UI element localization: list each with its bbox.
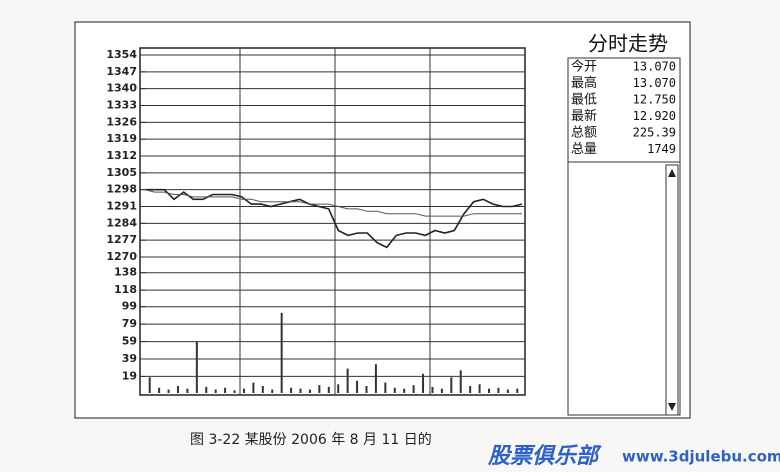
- volume-bar: [365, 386, 368, 393]
- scrollbar[interactable]: [665, 164, 679, 416]
- volume-bar: [308, 389, 311, 393]
- volume-bar: [450, 377, 453, 393]
- volume-bar: [412, 385, 415, 393]
- volume-bar: [478, 384, 481, 393]
- volume-bar: [469, 386, 472, 393]
- volume-bar: [167, 389, 170, 393]
- volume-bar: [516, 388, 519, 393]
- volume-bar: [214, 389, 217, 393]
- volume-bar: [337, 384, 340, 393]
- volume-bar: [374, 364, 377, 393]
- y-tick-label: 118: [114, 283, 137, 296]
- y-tick-label: 59: [122, 335, 137, 348]
- info-panel: [567, 57, 681, 416]
- volume-bar: [318, 385, 321, 393]
- volume-bar: [431, 386, 434, 393]
- panel-label: 最新: [571, 108, 597, 124]
- y-tick-label: 79: [122, 317, 137, 330]
- panel-label: 总量: [571, 142, 597, 157]
- volume-bar: [224, 387, 227, 393]
- panel-label: 最低: [571, 93, 597, 108]
- y-tick-label: 1305: [106, 166, 137, 179]
- volume-bar: [327, 386, 330, 393]
- watermark-url: www.3djulebu.com: [622, 448, 780, 466]
- y-tick-label: 1319: [106, 132, 137, 145]
- volume-bar: [148, 377, 151, 393]
- y-tick-label: 1277: [106, 233, 137, 246]
- average-line: [144, 189, 522, 217]
- volume-bar: [186, 388, 189, 393]
- y-tick-label: 99: [122, 300, 137, 313]
- y-tick-label: 1312: [106, 149, 137, 162]
- watermark-brand: 股票俱乐部: [487, 443, 602, 469]
- scroll-up[interactable]: [668, 169, 676, 177]
- y-tick-label: 1340: [106, 82, 137, 95]
- y-tick-label: 1354: [106, 48, 137, 61]
- panel-label: 今开: [571, 59, 597, 75]
- y-tick-label: 1326: [106, 115, 137, 128]
- panel-value: 12.920: [633, 109, 676, 123]
- volume-bar: [459, 370, 462, 393]
- y-tick-label: 1284: [106, 216, 137, 229]
- y-tick-label: 1270: [106, 250, 137, 263]
- volume-bar: [506, 389, 509, 393]
- volume-bar: [290, 387, 293, 393]
- volume-bar: [299, 388, 302, 393]
- y-tick-label: 1298: [106, 183, 137, 196]
- panel-value: 13.070: [633, 60, 676, 74]
- volume-bar: [346, 368, 349, 393]
- volume-bar: [271, 389, 274, 393]
- volume-bar: [176, 386, 179, 393]
- caption: 图 3-22 某股份 2006 年 8 月 11 日的: [190, 432, 432, 448]
- y-tick-label: 138: [114, 266, 137, 279]
- volume-bar: [205, 386, 208, 393]
- volume-bar: [356, 380, 359, 393]
- panel-value: 12.750: [633, 93, 676, 107]
- volume-bar: [233, 390, 236, 393]
- volume-bar: [280, 312, 283, 393]
- volume-bar: [422, 373, 425, 393]
- volume-bar: [440, 388, 443, 393]
- panel-rows: 今开 13.070 最高 13.070 最低 12.750 最新 12.920 总额 225.39…: [571, 59, 676, 158]
- volume-bar: [252, 382, 255, 393]
- panel-title: 分时走势: [588, 32, 668, 56]
- volume-bar: [261, 386, 264, 393]
- y-tick-label: 1333: [106, 99, 137, 112]
- volume-bar: [384, 382, 387, 393]
- volume-bar: [393, 387, 396, 393]
- volume-bar: [195, 341, 198, 393]
- y-tick-label: 1291: [106, 200, 137, 213]
- volume-bar: [488, 388, 491, 393]
- y-tick-label: 39: [122, 352, 137, 365]
- panel-label: 最高: [571, 75, 597, 91]
- scroll-down[interactable]: [668, 403, 676, 411]
- panel-value: 1749: [647, 142, 676, 156]
- panel-value: 225.39: [633, 126, 676, 140]
- y-tick-label: 1347: [106, 65, 137, 78]
- panel-value: 13.070: [633, 76, 676, 90]
- y-tick-label: 19: [122, 369, 137, 382]
- panel-label: 总额: [571, 126, 597, 141]
- volume-bar: [403, 388, 406, 393]
- volume-bar: [158, 387, 161, 393]
- volume-bar: [242, 388, 245, 393]
- volume-bar: [497, 387, 500, 393]
- plot-frame: [139, 47, 526, 396]
- outer-frame: [74, 21, 691, 419]
